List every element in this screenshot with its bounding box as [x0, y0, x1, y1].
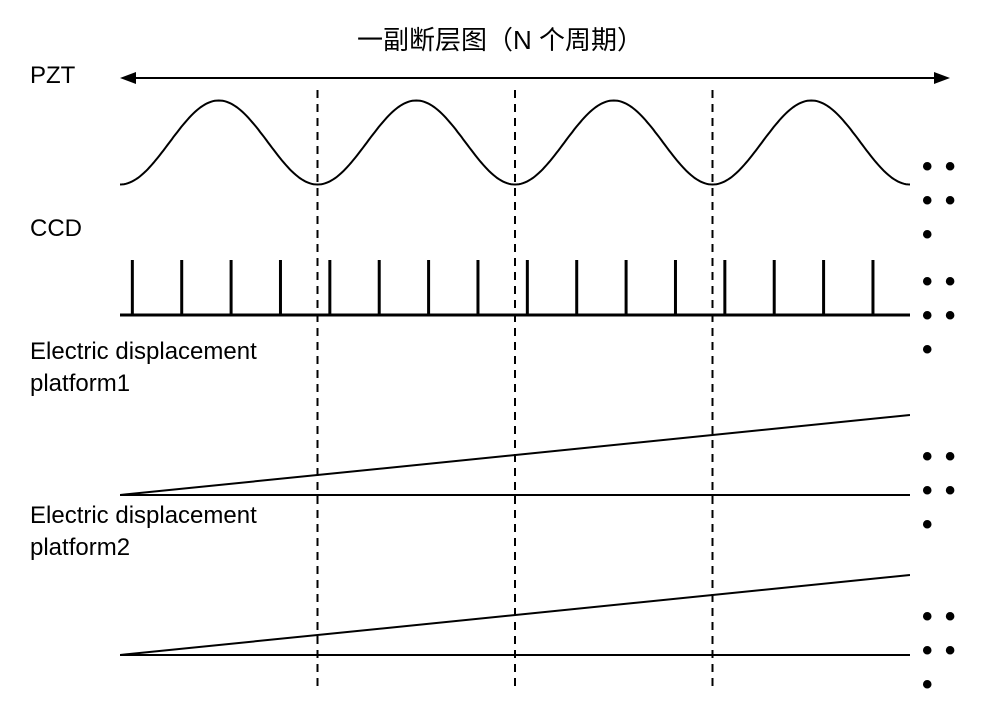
continuation-dots-platform2: • • • • • [922, 600, 980, 702]
ccd-label: CCD [30, 215, 82, 243]
platform2-label-line2: platform2 [30, 534, 130, 562]
platform1-ramp [120, 410, 910, 499]
platform2-ramp [120, 570, 910, 659]
timing-diagram: 一副断层图（N 个周期） PZT • • • • • CCD • • • • •… [20, 20, 980, 694]
continuation-dots-ccd: • • • • • [922, 265, 980, 367]
pzt-sine-wave [120, 90, 910, 195]
platform2-label-line1: Electric displacement [30, 502, 257, 530]
span-arrow [120, 68, 950, 88]
platform1-label-line2: platform1 [30, 370, 130, 398]
platform1-label-line1: Electric displacement [30, 338, 257, 366]
continuation-dots-platform1: • • • • • [922, 440, 980, 542]
pzt-label: PZT [30, 62, 75, 90]
diagram-title: 一副断层图（N 个周期） [20, 20, 980, 57]
ccd-pulse-train [120, 245, 910, 319]
continuation-dots-sine: • • • • • [922, 150, 980, 252]
